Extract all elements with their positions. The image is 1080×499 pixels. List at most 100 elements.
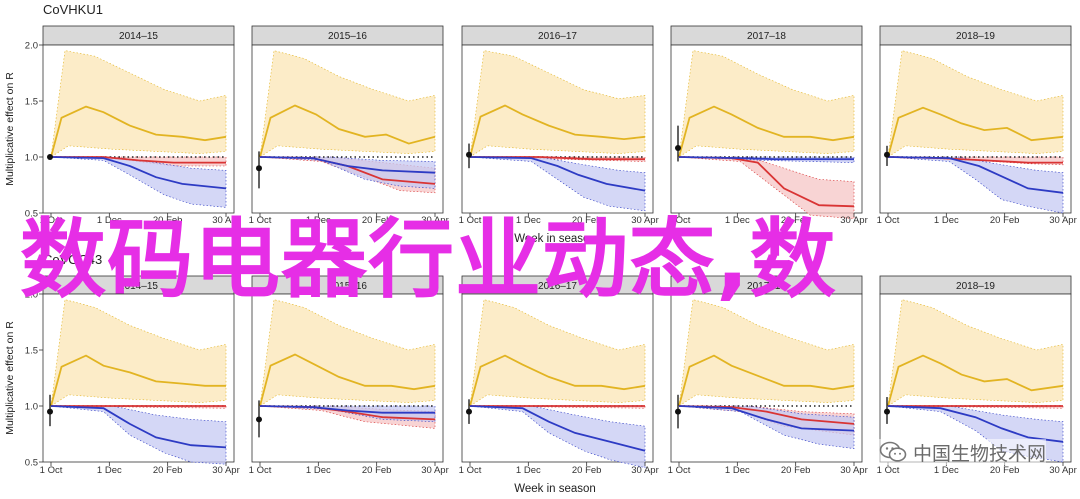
x-tick-label: 1 Dec [306,465,331,476]
series-line-orange [887,106,1064,158]
ribbon-red [678,156,855,219]
series-line-blue [469,405,646,452]
series-line-blue [50,405,227,449]
x-axis-label: Week in season [514,233,596,245]
y-tick-label: 1.0 [25,402,38,413]
initial-point [47,408,53,415]
x-tick-label: 30 Apr [212,215,239,226]
x-tick-label: 30 Apr [421,465,448,476]
initial-point [256,416,262,423]
series-line-orange [50,105,227,158]
watermark: 中国生物技术网 [878,439,1046,465]
y-tick-label: 2.0 [25,290,38,301]
x-tick-label: 1 Dec [516,465,541,476]
y-tick-label: 1.0 [25,153,38,164]
initial-point [466,408,472,415]
x-tick-label: 1 Oct [249,465,272,476]
x-tick-label: 1 Oct [668,215,691,226]
y-tick-label: 1.5 [25,346,38,357]
ribbon-orange [50,299,227,407]
x-tick-label: 20 Feb [781,215,811,226]
facet-strip-label: 2016–17 [538,31,577,42]
x-tick-label: 30 Apr [631,465,658,476]
y-axis-label: Multiplicative effect on R [4,321,16,435]
ribbon-blue [50,156,227,208]
facet-strip-label: 2014–15 [119,281,158,292]
series-line-orange [259,104,436,158]
overlay-banner-text: 数码电器行业动态,数 [20,210,837,310]
x-tick-label: 1 Dec [725,215,750,226]
x-tick-label: 1 Oct [877,465,900,476]
series-line-blue [678,156,854,161]
ribbon-orange [469,50,646,158]
facet-strip-label: 2014–15 [119,31,158,42]
x-tick-label: 20 Feb [362,215,392,226]
series-line-orange [50,354,226,407]
x-tick-label: 1 Oct [877,215,900,226]
ribbon-orange [678,50,855,158]
initial-point [466,151,472,158]
x-tick-label: 1 Dec [97,215,122,226]
initial-point [256,165,262,172]
x-tick-label: 1 Oct [459,215,482,226]
y-tick-label: 1.5 [25,97,38,108]
y-tick-label: 0.5 [25,209,38,220]
ribbon-blue [469,405,646,468]
ribbon-orange [469,299,646,407]
facet-strip-label: 2017–18 [747,31,786,42]
x-tick-label: 1 Dec [934,215,959,226]
x-tick-label: 30 Apr [840,215,867,226]
x-tick-label: 20 Feb [153,215,183,226]
ribbon-blue [678,405,855,449]
series-line-blue [678,405,855,432]
ribbon-orange [887,50,1064,158]
x-tick-label: 20 Feb [362,465,392,476]
x-tick-label: 1 Dec [725,465,750,476]
y-axis-label: Multiplicative effect on R [4,72,16,186]
x-tick-label: 20 Feb [572,215,602,226]
x-tick-label: 30 Apr [421,215,448,226]
series-line-blue [259,405,435,414]
facet-strip-label: 2018–19 [956,31,995,42]
series-line-orange [259,353,436,407]
y-tick-label: 0.5 [25,458,38,469]
chart-title: CoVHKU1 [43,2,103,17]
facet-strip-label: 2017–18 [747,281,786,292]
series-line-blue [259,156,436,174]
facet-strip-label: 2016–17 [538,281,577,292]
x-tick-label: 30 Apr [1049,465,1076,476]
ribbon-orange [50,50,227,158]
series-line-blue [887,405,1064,443]
facet-strip-label: 2018–19 [956,281,995,292]
series-line-blue [887,156,1064,194]
x-tick-label: 1 Oct [40,215,63,226]
initial-point [47,154,53,160]
chart-title: CoVOC43 [43,252,102,267]
facet-strip-label: 2015–16 [328,281,367,292]
series-line-orange [469,104,646,158]
x-tick-label: 20 Feb [990,465,1020,476]
x-tick-label: 1 Dec [516,215,541,226]
x-axis-label: Week in season [514,483,596,495]
initial-point [884,151,890,158]
ribbon-blue [887,156,1064,214]
series-line-blue [469,156,646,192]
x-tick-label: 1 Dec [306,215,331,226]
x-tick-label: 20 Feb [153,465,183,476]
ribbon-red [469,156,646,162]
ribbon-orange [678,299,855,407]
x-tick-label: 1 Oct [40,465,63,476]
x-tick-label: 30 Apr [1049,215,1076,226]
watermark-text: 中国生物技术网 [912,442,1046,465]
initial-point [675,408,681,415]
x-tick-label: 1 Oct [668,465,691,476]
initial-point [675,145,681,152]
ribbon-orange [259,50,436,158]
x-tick-label: 1 Oct [459,465,482,476]
ribbon-orange [887,299,1064,407]
wechat-icon [879,441,907,462]
x-tick-label: 1 Oct [249,215,272,226]
ribbon-blue [50,405,227,465]
x-tick-label: 30 Apr [212,465,239,476]
